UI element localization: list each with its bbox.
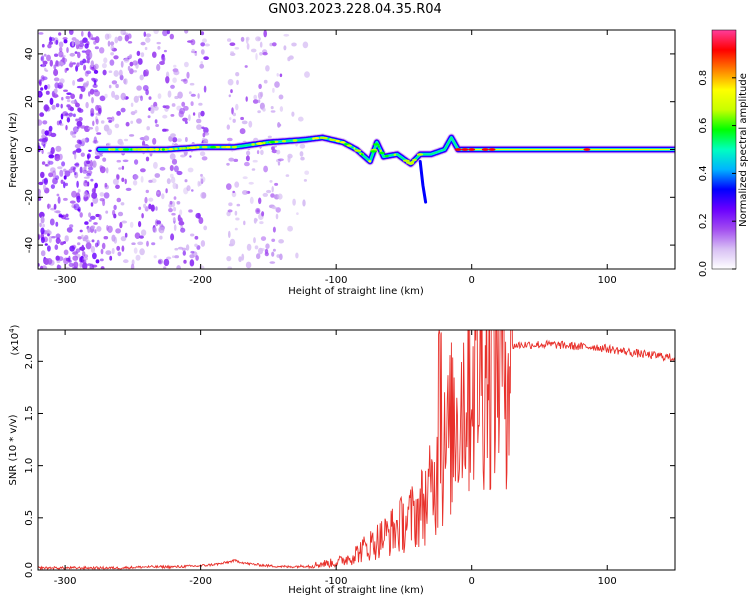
snr-y-axis-label: SNR (10 * v/v) bbox=[8, 414, 19, 485]
snr-y-ticks: 0.0 0.5 1.0 1.5 2.0 bbox=[24, 353, 675, 578]
spectrogram-signal-trace bbox=[95, 133, 675, 204]
spectrogram-y-tick-label: -40 bbox=[24, 237, 35, 253]
spectrogram-background-speckle bbox=[38, 30, 310, 269]
spectrogram-x-ticks: -300 -200 -100 0 100 bbox=[54, 30, 617, 286]
snr-frame bbox=[37, 329, 676, 571]
snr-panel: -300 -200 -100 0 100 0.0 0.5 1.0 1.5 2.0 Height … bbox=[8, 324, 676, 596]
colorbar-tick-label: 0.2 bbox=[698, 213, 709, 229]
snr-multiplier-label: (x104) bbox=[8, 324, 21, 355]
spectrogram-x-tick-label: -300 bbox=[54, 275, 77, 286]
colorbar-label: Normalized spectral amplitude bbox=[738, 73, 749, 227]
spectrogram-x-tick-label: 0 bbox=[469, 275, 475, 286]
spectrogram-y-axis-label: Frequency (Hz) bbox=[8, 112, 19, 188]
snr-y-tick-label: 0.0 bbox=[24, 562, 35, 578]
snr-x-tick-label: 0 bbox=[469, 576, 475, 587]
spectrogram-x-tick-label: -100 bbox=[325, 275, 348, 286]
colorbar-gradient bbox=[711, 29, 737, 270]
snr-y-tick-label: 2.0 bbox=[24, 353, 35, 369]
snr-x-axis-label: Height of straight line (km) bbox=[288, 585, 424, 596]
spectrogram-x-tick-label: -200 bbox=[189, 275, 212, 286]
colorbar: 0.0 0.2 0.4 0.6 0.8 Normalized spectral ampl… bbox=[698, 29, 749, 277]
snr-x-ticks: -300 -200 -100 0 100 bbox=[54, 330, 617, 587]
spectrogram-x-axis-label: Height of straight line (km) bbox=[288, 286, 424, 297]
spectrogram-y-tick-label: 0 bbox=[24, 146, 35, 152]
snr-y-tick-label: 1.5 bbox=[24, 406, 35, 422]
snr-x-tick-label: -300 bbox=[54, 576, 77, 587]
spectrogram-y-tick-label: 20 bbox=[24, 95, 35, 108]
snr-x-tick-label: -100 bbox=[325, 576, 348, 587]
colorbar-tick-label: 0.6 bbox=[698, 118, 709, 134]
snr-y-tick-label: 0.5 bbox=[24, 510, 35, 526]
colorbar-tick-label: 0.0 bbox=[698, 261, 709, 277]
spectrogram-y-tick-label: -20 bbox=[24, 189, 35, 205]
snr-series-line bbox=[38, 330, 675, 570]
spectrogram-x-tick-label: 100 bbox=[598, 275, 617, 286]
snr-x-tick-label: -200 bbox=[189, 576, 212, 587]
snr-y-tick-label: 1.0 bbox=[24, 458, 35, 474]
page-title: GN03.2023.228.04.35.R04 bbox=[268, 2, 442, 17]
colorbar-ticks: 0.0 0.2 0.4 0.6 0.8 bbox=[698, 70, 736, 277]
colorbar-tick-label: 0.4 bbox=[698, 165, 709, 181]
spectrogram-y-ticks: -40 -20 0 20 40 bbox=[24, 48, 675, 253]
spectrogram-y-tick-label: 40 bbox=[24, 48, 35, 61]
snr-x-tick-label: 100 bbox=[598, 576, 617, 587]
colorbar-tick-label: 0.8 bbox=[698, 70, 709, 86]
